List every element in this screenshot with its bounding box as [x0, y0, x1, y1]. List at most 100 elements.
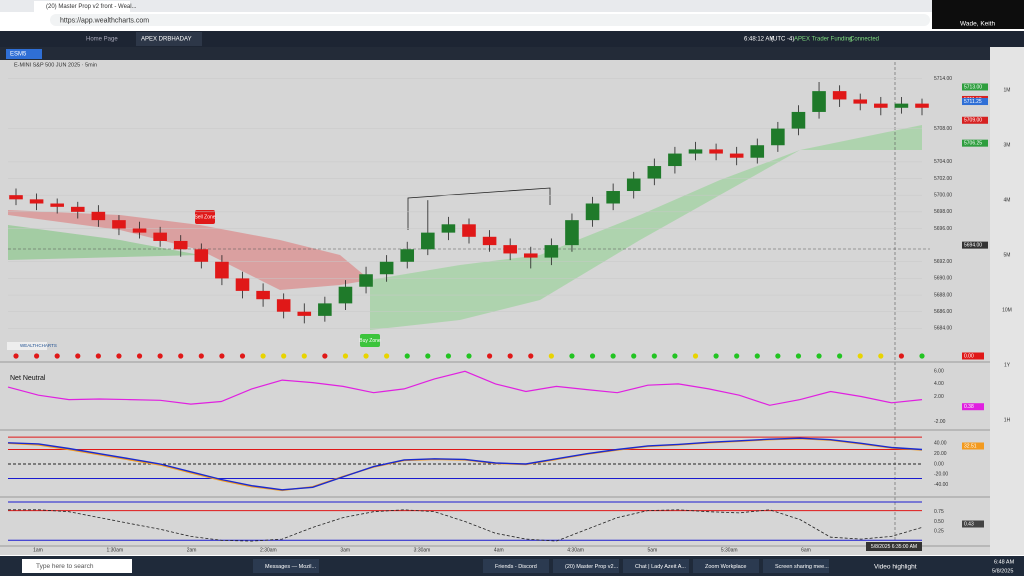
signal-dot [507, 353, 513, 359]
x-tick-label: 3am [340, 547, 350, 553]
x-tick-label: 2am [187, 547, 197, 553]
sidebar-item[interactable]: 1M [1004, 87, 1011, 93]
value-tag [962, 520, 984, 528]
taskbar-app[interactable] [253, 559, 319, 573]
signal-dot [157, 353, 163, 359]
y-tick-label: 5702.00 [934, 176, 952, 182]
price-tag [962, 116, 988, 124]
candle-body [9, 195, 23, 200]
y-tick-label: 0.25 [934, 529, 944, 535]
signal-dot [342, 353, 349, 359]
signal-dot [54, 353, 60, 359]
cloud [8, 210, 370, 290]
sidebar-item[interactable]: 4M [1004, 197, 1011, 203]
candle-body [750, 145, 765, 158]
candle-body [565, 220, 579, 246]
signal-dot [445, 353, 452, 359]
candle-body [544, 245, 559, 258]
price-tag [962, 98, 988, 106]
zone-label: Sell Zone [194, 214, 215, 220]
candle-body [153, 232, 167, 241]
search-box[interactable] [22, 559, 132, 573]
indicator-line [7, 437, 923, 491]
candle-body [668, 153, 682, 167]
active-app-tab[interactable] [136, 32, 202, 46]
signal-dot [919, 353, 925, 359]
taskbar-app-label: Screen sharing mee... [775, 564, 829, 570]
y-tick-label: 5692.00 [934, 259, 952, 265]
browser-tab[interactable] [34, 1, 130, 12]
y-tick-label: 6.00 [934, 369, 944, 375]
sidebar-item[interactable]: 3M [1004, 142, 1011, 148]
clock: 6:48:12 AM [744, 37, 774, 43]
candle-body [771, 128, 785, 146]
y-tick-label: 0.75 [934, 509, 944, 515]
candle-body [709, 149, 723, 154]
taskbar-app[interactable] [483, 559, 549, 573]
signal-dot [404, 353, 410, 359]
signal-dot [13, 353, 19, 359]
cloud [8, 225, 200, 260]
sidebar-item[interactable]: 1Y [1004, 362, 1011, 368]
y-tick-label: 5700.00 [934, 193, 952, 199]
tray-time: 6:48 AM [994, 559, 1015, 565]
candle-body [297, 311, 312, 316]
candle-body [29, 199, 44, 204]
symbol-tab[interactable] [6, 49, 42, 59]
zone-label: Buy Zone [359, 338, 381, 344]
x-tick-label: 1:30am [106, 547, 123, 553]
taskbar-app[interactable] [693, 559, 759, 573]
sidebar-item[interactable]: 10M [1002, 307, 1012, 313]
app-tab[interactable]: APEX DRBHADAY [141, 37, 192, 43]
taskbar-app-label: Friends - Discord [495, 564, 537, 570]
taskbar-app[interactable] [553, 559, 619, 573]
panel-label: Net Neutral [10, 375, 46, 382]
candle-body [729, 153, 744, 158]
taskbar-app[interactable] [623, 559, 689, 573]
widget[interactable]: Video highlight [874, 564, 917, 571]
y-tick-label: 40.00 [934, 441, 947, 447]
signal-dot [384, 353, 390, 359]
drawing-line [407, 187, 551, 230]
app-tab[interactable]: Home Page [86, 37, 118, 43]
taskbar-app-label: Messages — Mozil... [265, 564, 317, 570]
candle-body [647, 166, 662, 179]
candle-body [173, 240, 188, 250]
sidebar-item[interactable]: 1H [1004, 417, 1011, 423]
chart-bg [0, 60, 990, 555]
indicator-line [8, 509, 923, 542]
signal-dot [178, 353, 184, 359]
signal-dot [260, 353, 266, 359]
y-tick-label: 0.00 [934, 461, 944, 467]
chart-header: E-MINI S&P 500 JUN 2025 · 5min [14, 62, 97, 68]
taskbar-app[interactable] [763, 559, 829, 573]
price-tag-label: 5713.00 [964, 84, 982, 90]
url-bar[interactable] [50, 14, 930, 26]
sidebar-item[interactable]: 5M [1004, 252, 1011, 258]
value-tag-label: 0.38 [964, 404, 974, 410]
candle-body [359, 274, 373, 287]
url: https://app.wealthcharts.com [60, 17, 149, 24]
candle-body [585, 203, 600, 221]
candle-body [421, 232, 435, 250]
signal-dot [857, 353, 863, 359]
y-tick-label: 5686.00 [934, 309, 952, 315]
candle-body [194, 249, 209, 262]
symbol-row [0, 47, 1024, 60]
y-tick-label: -2.00 [934, 419, 946, 425]
signal-dot [95, 353, 101, 359]
account: APEX Trader Funding [794, 37, 852, 43]
signal-dot [837, 353, 843, 359]
signal-dot [301, 353, 307, 359]
y-tick-label: 5688.00 [934, 292, 952, 298]
signal-dot [486, 353, 493, 359]
candle-body [523, 253, 538, 258]
y-tick-label: 4.00 [934, 381, 944, 387]
price-tag [962, 83, 988, 91]
signal-dot [692, 353, 699, 359]
value-tag [962, 442, 984, 450]
candle-body [400, 249, 415, 262]
signal-dot [136, 353, 143, 359]
tab-title: (20) Master Prop v2 front - Weal... [46, 4, 137, 10]
candle-body [853, 99, 868, 104]
